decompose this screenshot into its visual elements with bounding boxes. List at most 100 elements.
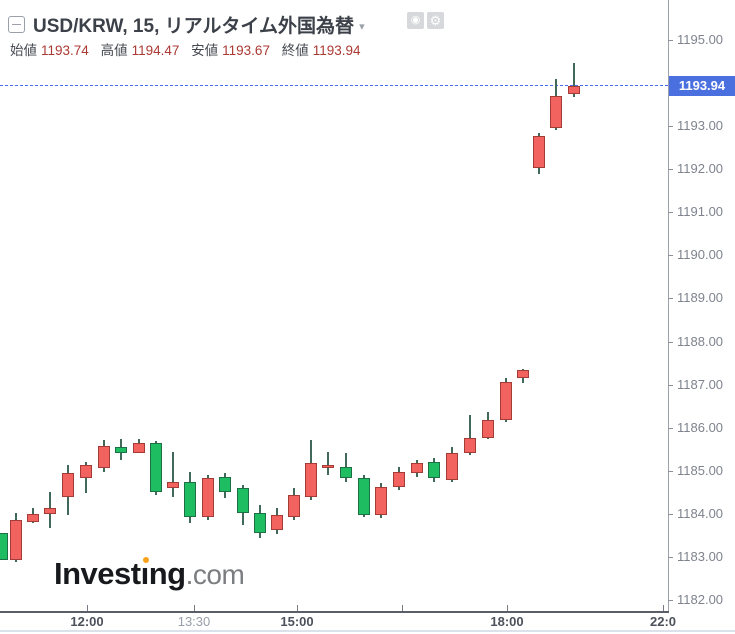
candle-down: [393, 472, 405, 488]
candle-down: [10, 519, 22, 560]
candle-down: [322, 465, 334, 469]
price-tick: [668, 600, 673, 601]
candle-up: [0, 532, 8, 560]
price-tick: [668, 212, 673, 214]
time-axis-label: 22:0: [649, 614, 677, 629]
price-tick: [668, 513, 673, 515]
candle-up: [340, 467, 352, 479]
close-label: 終値: [281, 43, 309, 58]
price-axis-label: 1187.00: [677, 376, 724, 392]
price-axis-label: 1184.00: [677, 505, 724, 521]
time-tick: [663, 605, 664, 611]
price-axis-label: 1191.00: [677, 204, 724, 220]
bottom-border: [0, 630, 735, 632]
candle-down: [517, 369, 529, 379]
candle-wick: [172, 451, 174, 498]
candle-up: [237, 488, 249, 513]
price-tick: [668, 40, 673, 41]
time-tick: [87, 605, 88, 611]
time-axis-line: [0, 611, 669, 613]
price-tick: [668, 556, 673, 558]
candle-up: [115, 447, 127, 454]
last-price-line: [0, 84, 668, 86]
time-axis-label: 15:00: [280, 614, 314, 629]
candle-wick: [573, 62, 575, 98]
price-axis-label: 1193.00: [677, 118, 724, 134]
price-axis-line: [668, 0, 669, 612]
price-axis-label: 1188.00: [677, 333, 724, 349]
price-tick: [668, 470, 673, 472]
price-tick: [668, 427, 673, 429]
candle-wick: [327, 451, 329, 476]
price-axis-label: 1192.00: [677, 161, 724, 177]
low-label: 安値: [191, 43, 219, 58]
candle-down: [533, 136, 545, 168]
high-value: 1194.47: [131, 43, 180, 58]
candle-down: [167, 481, 179, 488]
price-axis-label: 1189.00: [677, 290, 724, 306]
candle-down: [27, 513, 39, 523]
candle-down: [446, 453, 458, 480]
price-axis-label: 1183.00: [677, 548, 724, 564]
candle-down: [98, 445, 110, 468]
candle-down: [464, 438, 476, 454]
candle-up: [219, 476, 231, 492]
candle-down: [288, 494, 300, 517]
time-axis-label: 12:00: [70, 614, 104, 629]
price-tick: [668, 341, 673, 343]
price-tick: [668, 255, 673, 257]
time-tick: [194, 605, 195, 611]
price-axis-label: 1195.00: [677, 32, 724, 47]
time-axis-label: 18:00: [490, 614, 524, 629]
last-price-badge: 1193.94: [669, 75, 735, 96]
time-axis-label: 13:30: [177, 614, 211, 629]
price-axis-label: 1182.00: [677, 592, 724, 607]
symbol-legend[interactable]: USD/KRW, 15, リアルタイム外国為替 ▾: [8, 11, 365, 38]
candle-up: [254, 512, 266, 533]
candle-down: [500, 382, 512, 420]
high-label: 高値: [100, 43, 128, 58]
candle-down: [271, 515, 283, 530]
symbol-title[interactable]: USD/KRW, 15, リアルタイム外国為替: [33, 16, 355, 37]
candle-down: [482, 419, 494, 439]
price-tick: [668, 384, 673, 386]
logo-orange-dot-icon: [142, 557, 149, 563]
close-value: 1193.94: [312, 43, 361, 58]
price-tick: [668, 126, 673, 128]
gear-icon[interactable]: ⚙: [427, 12, 444, 29]
eye-icon[interactable]: ◉: [407, 12, 424, 29]
candle-up: [150, 442, 162, 492]
candle-down: [133, 442, 145, 454]
candle-down: [375, 487, 387, 516]
chevron-down-icon[interactable]: ▾: [359, 20, 365, 33]
candle-down: [80, 464, 92, 478]
candle-down: [305, 463, 317, 498]
ohlc-row: 始値 1193.74 高値 1194.47 安値 1193.67 終値 1193.94: [10, 39, 369, 59]
candle-up: [358, 478, 370, 516]
time-tick: [402, 605, 403, 611]
open-label: 始値: [10, 43, 37, 58]
candle-down: [568, 85, 580, 95]
investing-logo[interactable]: Investı ng.com: [54, 556, 245, 591]
price-axis-label: 1185.00: [677, 462, 724, 478]
candle-down: [62, 472, 74, 498]
candle-wick: [469, 414, 471, 455]
price-tick: [668, 169, 673, 171]
candle-down: [202, 478, 214, 517]
price-tick: [668, 298, 673, 300]
time-tick: [297, 605, 298, 611]
low-value: 1193.67: [222, 43, 270, 58]
logo-text: Investı ng: [54, 556, 186, 591]
candle-up: [428, 461, 440, 479]
candle-down: [411, 463, 423, 473]
price-axis-label: 1186.00: [677, 419, 724, 435]
price-axis-label: 1190.00: [677, 247, 724, 263]
candle-down: [44, 507, 56, 514]
candle-down: [550, 96, 562, 128]
collapse-icon[interactable]: [8, 16, 25, 33]
candle-up: [184, 481, 196, 517]
open-value: 1193.74: [41, 43, 89, 58]
time-tick: [507, 605, 508, 611]
chart-plot-area[interactable]: [0, 0, 668, 611]
